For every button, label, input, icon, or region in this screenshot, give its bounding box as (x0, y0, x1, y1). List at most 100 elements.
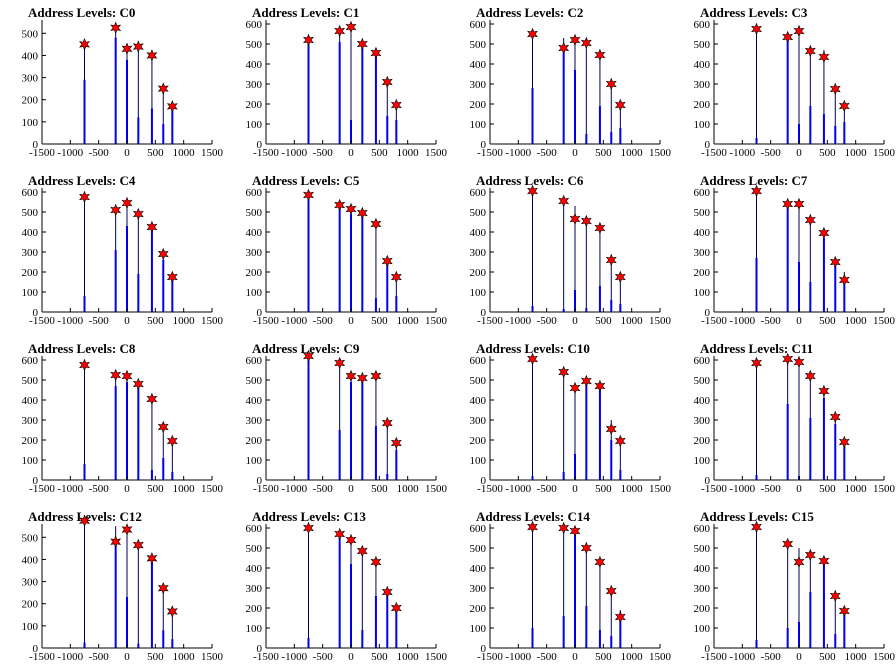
bar (386, 116, 389, 144)
chart-svg: -1500 -1000 -500 0 500 1000 1500 0 100 200 300 400 5… (246, 349, 448, 495)
chart-title: Address Levels: C4 (28, 173, 136, 188)
y-tick-label: 500 (694, 543, 711, 555)
y-tick-label: 400 (694, 563, 711, 575)
y-tick-label: 200 (470, 603, 487, 615)
bar (374, 298, 377, 312)
x-tick-label: 1500 (425, 651, 448, 663)
star-marker (303, 349, 314, 363)
y-tick-label: 200 (694, 267, 711, 279)
star-marker (782, 197, 794, 211)
y-tick-label: 200 (694, 603, 711, 615)
x-tick-label: 0 (124, 147, 130, 159)
x-tick-label: -500 (537, 651, 558, 663)
bar (338, 42, 341, 144)
y-tick-label: 300 (694, 415, 711, 427)
star-marker (121, 523, 133, 536)
star-marker (356, 371, 368, 385)
bar (150, 470, 153, 480)
star-marker (166, 270, 178, 284)
star-marker (334, 356, 346, 370)
bar (361, 630, 364, 648)
star-marker (782, 537, 794, 551)
x-tick-label: 1000 (621, 483, 644, 495)
star-marker (558, 41, 570, 55)
chart-svg: -1500 -1000 -500 0 500 1000 1500 0 100 200 300 400 5… (22, 355, 224, 495)
bar (531, 628, 534, 648)
x-tick-label: 0 (348, 483, 354, 495)
y-tick-label: 100 (246, 287, 263, 299)
star-marker (569, 381, 581, 395)
x-tick-label: 0 (348, 315, 354, 327)
x-tick-label: 0 (124, 483, 130, 495)
bar (786, 628, 789, 648)
star-marker (110, 535, 122, 549)
chart-svg: -1500 -1000 -500 0 500 1000 1500 0 100 200 300 400 5… (470, 184, 672, 327)
star-marker (558, 365, 570, 379)
star-marker (370, 555, 382, 569)
star-marker (838, 435, 850, 449)
y-tick-label: 200 (246, 603, 263, 615)
chart-svg: -1500 -1000 -500 0 500 1000 1500 0 100 200 300 400 5… (470, 520, 672, 663)
x-tick-label: -1500 (701, 147, 727, 159)
y-tick-label: 0 (705, 643, 711, 655)
bar (171, 280, 174, 312)
x-tick-label: -1500 (29, 315, 55, 327)
bar (126, 597, 128, 648)
x-tick-label: 500 (147, 315, 164, 327)
star-marker (782, 30, 794, 44)
y-tick-label: 500 (246, 39, 263, 51)
bar (585, 308, 588, 312)
star-marker (356, 37, 368, 51)
y-tick-label: 300 (22, 577, 39, 589)
bar (162, 260, 165, 312)
bar (531, 476, 534, 480)
bar (350, 564, 352, 648)
bar (395, 296, 398, 312)
y-tick-label: 0 (33, 643, 39, 655)
y-tick-label: 100 (694, 623, 711, 635)
star-marker (569, 33, 581, 47)
x-tick-label: 500 (595, 315, 612, 327)
bar (574, 454, 576, 480)
y-tick-label: 400 (470, 395, 487, 407)
y-tick-label: 500 (694, 375, 711, 387)
star-marker (345, 369, 357, 383)
y-tick-label: 200 (22, 95, 39, 107)
bar (361, 48, 364, 144)
bar (338, 430, 341, 480)
x-tick-label: -1000 (505, 147, 531, 159)
bar (755, 475, 758, 480)
chart-svg: -1500 -1000 -500 0 500 1000 1500 0 100 200 300 400 5… (694, 520, 896, 663)
x-tick-label: 1000 (397, 651, 420, 663)
bar (598, 386, 601, 480)
y-tick-label: 0 (481, 643, 487, 655)
bar (350, 120, 352, 144)
x-tick-label: -1000 (57, 147, 83, 159)
star-marker (345, 202, 357, 216)
star-marker (370, 369, 382, 383)
star-marker (829, 410, 841, 424)
y-tick-label: 100 (694, 119, 711, 131)
bar (786, 208, 789, 312)
star-marker (303, 33, 314, 47)
x-tick-label: 0 (572, 483, 578, 495)
y-tick-label: 400 (246, 59, 263, 71)
chart-svg: -1500 -1000 -500 0 500 1000 1500 0 100 200 300 400 5… (246, 19, 448, 159)
star-marker (818, 554, 830, 568)
x-tick-label: -1500 (253, 147, 279, 159)
bar (755, 138, 758, 144)
x-tick-label: 500 (595, 651, 612, 663)
chart-panel: Address Levels: C13 -1500 -1000 -500 0 500 100… (224, 504, 448, 672)
star-marker (356, 206, 368, 220)
bar (619, 304, 622, 312)
y-tick-label: 0 (705, 139, 711, 151)
star-marker (381, 416, 393, 430)
bar (162, 458, 165, 480)
bar (150, 228, 153, 312)
x-tick-label: -500 (761, 651, 782, 663)
star-marker (381, 585, 393, 599)
star-marker (356, 544, 368, 558)
star-marker (166, 434, 178, 448)
star-marker (79, 514, 90, 527)
x-tick-label: -1500 (29, 147, 55, 159)
